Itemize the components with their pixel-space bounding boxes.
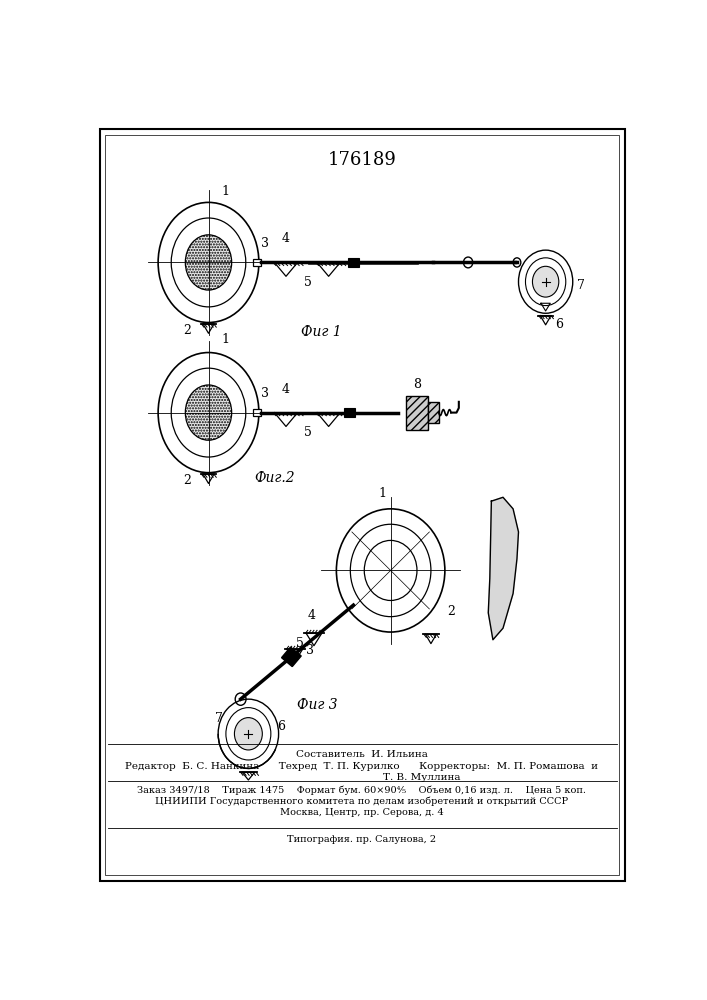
Text: 2: 2 [183, 474, 191, 487]
Bar [253, 409, 261, 416]
Text: 5: 5 [304, 276, 312, 289]
Ellipse shape [513, 258, 521, 267]
Ellipse shape [235, 718, 262, 750]
Text: Типография. пр. Салунова, 2: Типография. пр. Салунова, 2 [287, 835, 436, 844]
Text: 4: 4 [308, 609, 315, 622]
Ellipse shape [185, 235, 232, 290]
Bar [406, 396, 428, 430]
Text: 4: 4 [282, 383, 290, 396]
Text: 1: 1 [221, 333, 230, 346]
Text: 1: 1 [221, 185, 230, 198]
Text: Фиг.2: Фиг.2 [254, 471, 295, 485]
Text: 6: 6 [556, 318, 563, 331]
Text: 176189: 176189 [327, 151, 397, 169]
Ellipse shape [464, 257, 473, 268]
Text: Т. В. Муллина: Т. В. Муллина [383, 773, 460, 782]
Text: Фиг 3: Фиг 3 [297, 698, 337, 712]
Text: Заказ 3497/18    Тираж 1475    Формат бум. 60×90⅘    Объем 0,16 изд. л.    Цена : Заказ 3497/18 Тираж 1475 Формат бум. 60×… [137, 786, 586, 795]
Text: Редактор  Б. С. Нанкина      Техред  Т. П. Курилко      Корректоры:  М. П. Ромаш: Редактор Б. С. Нанкина Техред Т. П. Кури… [125, 762, 598, 771]
Polygon shape [281, 647, 301, 667]
Text: 3: 3 [306, 644, 314, 657]
Text: 8: 8 [413, 378, 421, 391]
Text: 3: 3 [261, 237, 269, 250]
Ellipse shape [235, 693, 246, 705]
Text: 5: 5 [304, 426, 312, 439]
Text: 3: 3 [261, 387, 269, 400]
Text: 2: 2 [183, 324, 191, 337]
Text: Фиг 1: Фиг 1 [300, 325, 341, 339]
Text: 5: 5 [296, 637, 303, 650]
Polygon shape [489, 497, 518, 640]
Ellipse shape [364, 540, 417, 600]
Text: Составитель  И. Ильина: Составитель И. Ильина [296, 750, 428, 759]
Ellipse shape [532, 266, 559, 297]
Bar [344, 408, 355, 417]
Text: 1: 1 [379, 487, 387, 500]
Bar [348, 258, 359, 267]
Bar [253, 259, 261, 266]
Text: 4: 4 [282, 232, 290, 245]
Text: ЦНИИПИ Государственного комитета по делам изобретений и открытий СССР: ЦНИИПИ Государственного комитета по дела… [156, 797, 568, 806]
Text: 7: 7 [577, 279, 585, 292]
Ellipse shape [185, 385, 232, 440]
Bar [428, 402, 438, 423]
Text: 7: 7 [215, 712, 223, 725]
Text: 6: 6 [277, 720, 285, 733]
Text: Москва, Центр, пр. Серова, д. 4: Москва, Центр, пр. Серова, д. 4 [280, 808, 444, 817]
Text: 2: 2 [447, 605, 455, 618]
